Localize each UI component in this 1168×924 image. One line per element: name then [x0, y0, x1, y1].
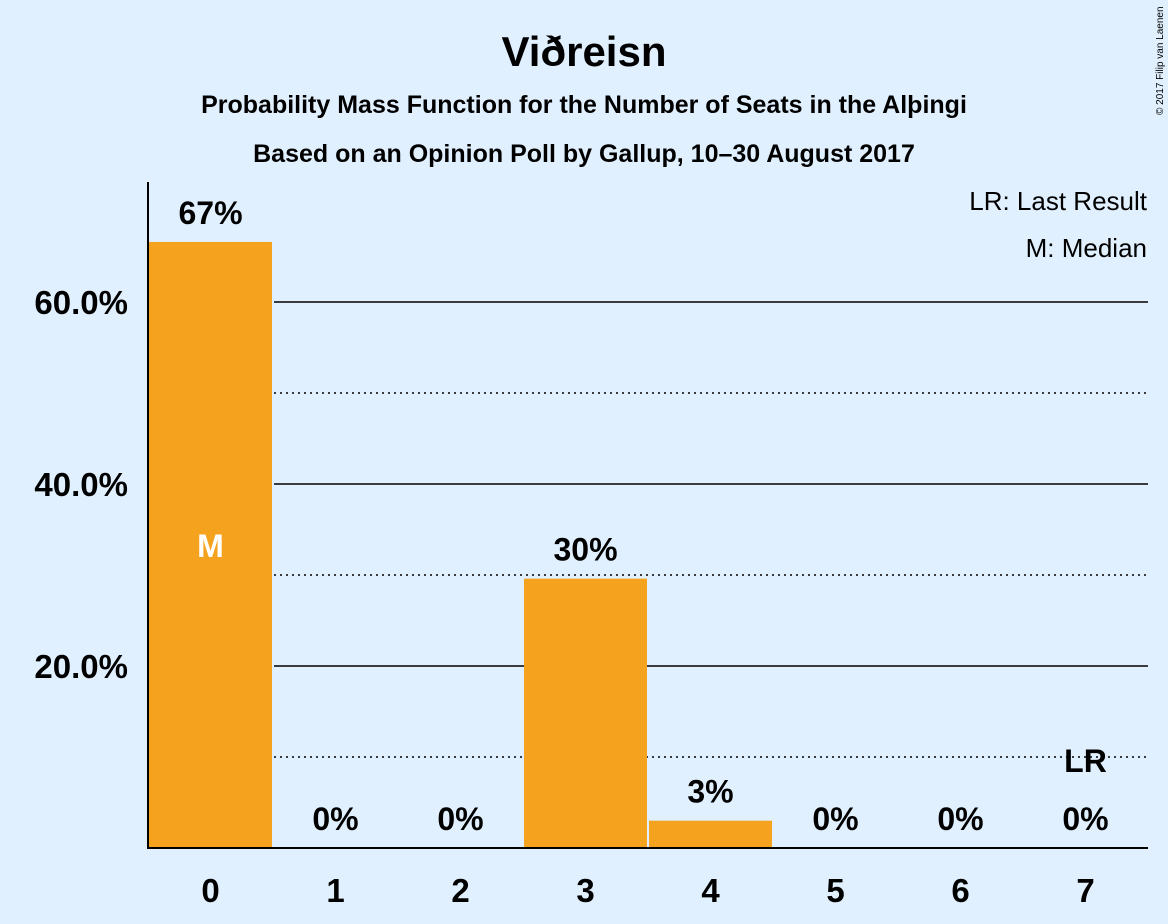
legend-median: M: Median	[1026, 233, 1147, 263]
x-axis-ticks: 0 1 2 3 4 5 6 7	[201, 872, 1094, 909]
legend-last-result: LR: Last Result	[969, 186, 1148, 216]
markers: M LR	[197, 528, 1107, 779]
bar	[649, 820, 772, 848]
bar	[149, 241, 272, 848]
value-labels: 67% 0% 0% 30% 3% 0% 0% 0%	[178, 195, 1108, 837]
bar-value-label: 0%	[937, 801, 983, 837]
copyright-notice: © 2017 Filip van Laenen	[1155, 6, 1166, 115]
bar	[524, 578, 647, 848]
last-result-marker: LR	[1064, 743, 1107, 779]
y-tick-label: 20.0%	[34, 648, 128, 685]
y-tick-label: 60.0%	[34, 284, 128, 321]
bar-value-label: 0%	[312, 801, 358, 837]
x-tick-label: 2	[451, 872, 469, 909]
bars	[149, 241, 772, 848]
chart-title: Viðreisn	[502, 28, 667, 75]
x-tick-label: 6	[951, 872, 969, 909]
y-tick-label: 40.0%	[34, 466, 128, 503]
x-tick-label: 4	[701, 872, 720, 909]
gridlines	[274, 301, 1148, 758]
bar-value-label: 67%	[178, 195, 242, 231]
chart-subtitle-2: Based on an Opinion Poll by Gallup, 10–3…	[253, 140, 915, 168]
x-tick-label: 7	[1076, 872, 1094, 909]
y-axis-ticks: 20.0% 40.0% 60.0%	[34, 284, 128, 685]
bar-value-label: 0%	[437, 801, 483, 837]
median-marker: M	[197, 528, 224, 564]
bar-value-label: 0%	[812, 801, 858, 837]
bar-value-label: 3%	[687, 774, 733, 810]
bar-value-label: 0%	[1062, 801, 1108, 837]
x-tick-label: 0	[201, 872, 219, 909]
x-tick-label: 3	[576, 872, 594, 909]
chart-subtitle: Probability Mass Function for the Number…	[201, 91, 967, 119]
bar-value-label: 30%	[553, 532, 617, 568]
x-tick-label: 1	[326, 872, 344, 909]
x-tick-label: 5	[826, 872, 844, 909]
